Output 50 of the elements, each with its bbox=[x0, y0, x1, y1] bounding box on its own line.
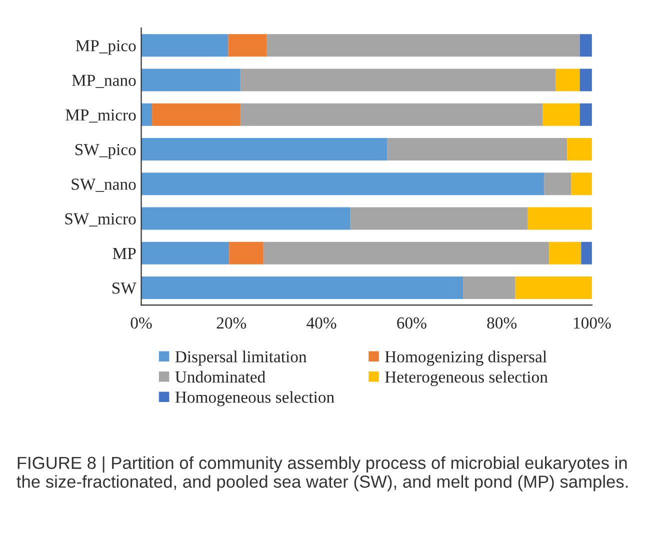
legend-label: Homogeneous selection bbox=[175, 391, 334, 406]
bar bbox=[581, 242, 592, 264]
legend-label: Homogenizing dispersal bbox=[385, 350, 547, 366]
x-tick-label: 100% bbox=[574, 317, 611, 329]
bar bbox=[229, 242, 264, 264]
bar bbox=[549, 242, 582, 264]
bar bbox=[228, 34, 267, 57]
x-tick-label: 20% bbox=[216, 317, 246, 329]
bar bbox=[567, 138, 592, 161]
bar bbox=[571, 172, 592, 196]
x-tick-label: 60% bbox=[397, 317, 426, 329]
bar bbox=[141, 68, 240, 92]
bar bbox=[266, 34, 580, 57]
legend-label: Undominated bbox=[175, 370, 266, 383]
caption: FIGURE 8 | Partition of community assembly process of microbial eukaryotes in the size-fractionated, and pooled sea water (SW), and melt pond (MP) samples. bbox=[16, 456, 628, 492]
bar bbox=[152, 103, 240, 126]
y-tick-label: MP bbox=[112, 248, 136, 259]
y-tick-label: MP_micro bbox=[66, 109, 136, 123]
bar bbox=[141, 103, 152, 126]
bar bbox=[544, 172, 572, 196]
y-tick-label: SW bbox=[112, 282, 136, 294]
y-tick-label: SW_micro bbox=[65, 213, 136, 226]
bar bbox=[350, 207, 528, 230]
bar bbox=[141, 172, 544, 196]
bar bbox=[580, 68, 592, 92]
bar bbox=[141, 34, 228, 57]
bar bbox=[580, 34, 592, 57]
bar bbox=[463, 276, 516, 300]
bar bbox=[580, 103, 592, 126]
bar bbox=[141, 138, 388, 161]
bar bbox=[240, 68, 556, 92]
bar bbox=[141, 242, 230, 264]
y-tick-label: MP_nano bbox=[72, 74, 136, 88]
bar bbox=[542, 103, 580, 126]
x-tick-label: 0% bbox=[130, 317, 152, 329]
legend-label: Heterogeneous selection bbox=[385, 370, 548, 386]
bar bbox=[240, 103, 543, 126]
bar bbox=[515, 276, 592, 300]
bar bbox=[528, 207, 592, 230]
x-tick-label: 40% bbox=[306, 317, 336, 329]
x-tick-label: 80% bbox=[487, 317, 517, 329]
bar bbox=[555, 68, 580, 92]
y-tick-label: SW_pico bbox=[75, 144, 136, 159]
bar bbox=[387, 138, 568, 161]
bar bbox=[263, 242, 550, 264]
bar bbox=[141, 276, 464, 300]
bar bbox=[141, 207, 350, 230]
legend-label: Dispersal limitation bbox=[175, 350, 307, 366]
y-tick-label: MP_pico bbox=[76, 40, 136, 55]
y-tick-label: SW_nano bbox=[72, 178, 136, 192]
